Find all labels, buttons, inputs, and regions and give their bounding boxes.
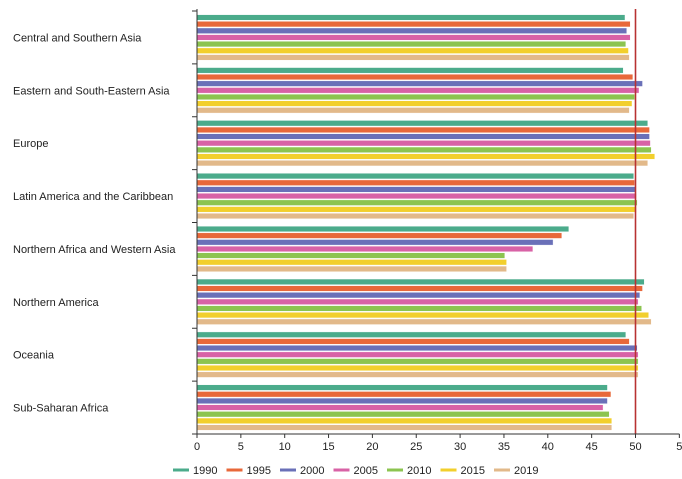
bar-2-2015	[196, 100, 633, 107]
x-tick-label: 15	[322, 441, 334, 453]
bar-5-2019	[196, 265, 507, 272]
legend-item-2015: 2015	[440, 465, 485, 477]
legend-label: 2000	[300, 465, 324, 477]
bar-1-2019	[196, 54, 630, 61]
bar-5-1995	[196, 232, 563, 239]
legend: 1990 1995 2000 2005 2010 2015 2019	[173, 465, 538, 477]
bar-4-1995	[196, 179, 635, 186]
category-label: Europe	[13, 138, 48, 150]
legend-item-1990: 1990	[173, 465, 217, 477]
legend-item-2010: 2010	[387, 465, 431, 477]
legend-item-2019: 2019	[494, 465, 538, 477]
bar-8-2000	[196, 397, 608, 404]
legend-label: 2015	[461, 465, 485, 477]
bar-8-2019	[196, 424, 613, 431]
bar-3-1990	[196, 120, 648, 127]
bar-3-1995	[196, 126, 650, 133]
bar-5-2000	[196, 239, 554, 246]
bar-7-1995	[196, 338, 630, 345]
bar-6-1995	[196, 285, 643, 292]
bar-5-2015	[196, 259, 507, 266]
bar-5-2010	[196, 252, 506, 259]
x-tick-label: 25	[410, 441, 422, 453]
bar-3-2015	[196, 153, 655, 160]
legend-label: 1995	[247, 465, 271, 477]
legend-label: 2005	[354, 465, 378, 477]
x-tick-labels: 0 5 10 15 20 25 30 35 40 45 50 5	[194, 441, 682, 453]
x-tick-label: 50	[629, 441, 641, 453]
category-label: Northern America	[13, 297, 99, 309]
x-tick-label: 5	[238, 441, 244, 453]
bar-2-2019	[196, 107, 630, 114]
category-labels: Central and Southern Asia Eastern and Sou…	[13, 32, 176, 414]
bar-6-2015	[196, 312, 649, 319]
category-label: Eastern and South-Eastern Asia	[13, 85, 170, 97]
bar-2-1995	[196, 74, 634, 81]
category-label: Latin America and the Caribbean	[13, 191, 173, 203]
category-label: Northern Africa and Western Asia	[13, 244, 176, 256]
bar-3-2000	[196, 133, 650, 140]
x-tick-label: 5	[676, 441, 682, 453]
category-label: Oceania	[13, 350, 55, 362]
bar-8-1995	[196, 391, 612, 398]
bar-8-1990	[196, 384, 608, 391]
bar-2-1990	[196, 67, 624, 74]
bar-4-2010	[196, 199, 638, 206]
legend-label: 1990	[193, 465, 217, 477]
x-tick-label: 0	[194, 441, 200, 453]
bar-2-2010	[196, 93, 635, 100]
bar-3-2010	[196, 146, 652, 153]
x-tick-label: 30	[454, 441, 466, 453]
axes	[192, 9, 680, 438]
legend-item-2000: 2000	[280, 465, 324, 477]
bar-7-2000	[196, 345, 638, 352]
bar-1-2000	[196, 27, 627, 34]
bar-8-2015	[196, 417, 613, 424]
x-tick-label: 35	[498, 441, 510, 453]
bar-4-2015	[196, 206, 637, 213]
bar-5-1990	[196, 225, 570, 232]
bar-6-2005	[196, 298, 639, 305]
bar-5-2005	[196, 245, 534, 252]
bar-3-2019	[196, 160, 648, 167]
legend-label: 2019	[514, 465, 538, 477]
bar-6-2010	[196, 305, 642, 312]
x-tick-label: 40	[542, 441, 554, 453]
x-tick-label: 45	[586, 441, 598, 453]
legend-item-1995: 1995	[226, 465, 271, 477]
bar-4-2005	[196, 193, 637, 200]
bar-2-2000	[196, 80, 643, 87]
bar-1-2015	[196, 47, 629, 54]
bars-layer	[196, 14, 655, 431]
bar-4-2019	[196, 213, 634, 220]
bar-8-2005	[196, 404, 604, 411]
category-label: Central and Southern Asia	[13, 32, 142, 44]
bar-6-2000	[196, 292, 641, 299]
bar-7-2019	[196, 371, 639, 378]
bar-1-2005	[196, 34, 631, 41]
category-label: Sub-Saharan Africa	[13, 403, 109, 415]
legend-item-2005: 2005	[333, 465, 378, 477]
x-tick-label: 10	[279, 441, 291, 453]
bar-8-2010	[196, 411, 610, 418]
legend-label: 2010	[407, 465, 431, 477]
bar-7-2010	[196, 358, 639, 365]
bar-1-1990	[196, 14, 626, 21]
bar-7-2005	[196, 351, 639, 358]
bar-4-2000	[196, 186, 636, 193]
bar-6-2019	[196, 318, 652, 325]
bar-3-2005	[196, 140, 651, 147]
bar-1-2010	[196, 41, 627, 48]
bar-4-1990	[196, 173, 634, 180]
x-tick-label: 20	[366, 441, 378, 453]
bar-7-1990	[196, 331, 627, 338]
bar-6-1990	[196, 278, 645, 285]
bar-1-1995	[196, 21, 631, 28]
bar-7-2015	[196, 364, 639, 371]
bar-2-2005	[196, 87, 640, 94]
